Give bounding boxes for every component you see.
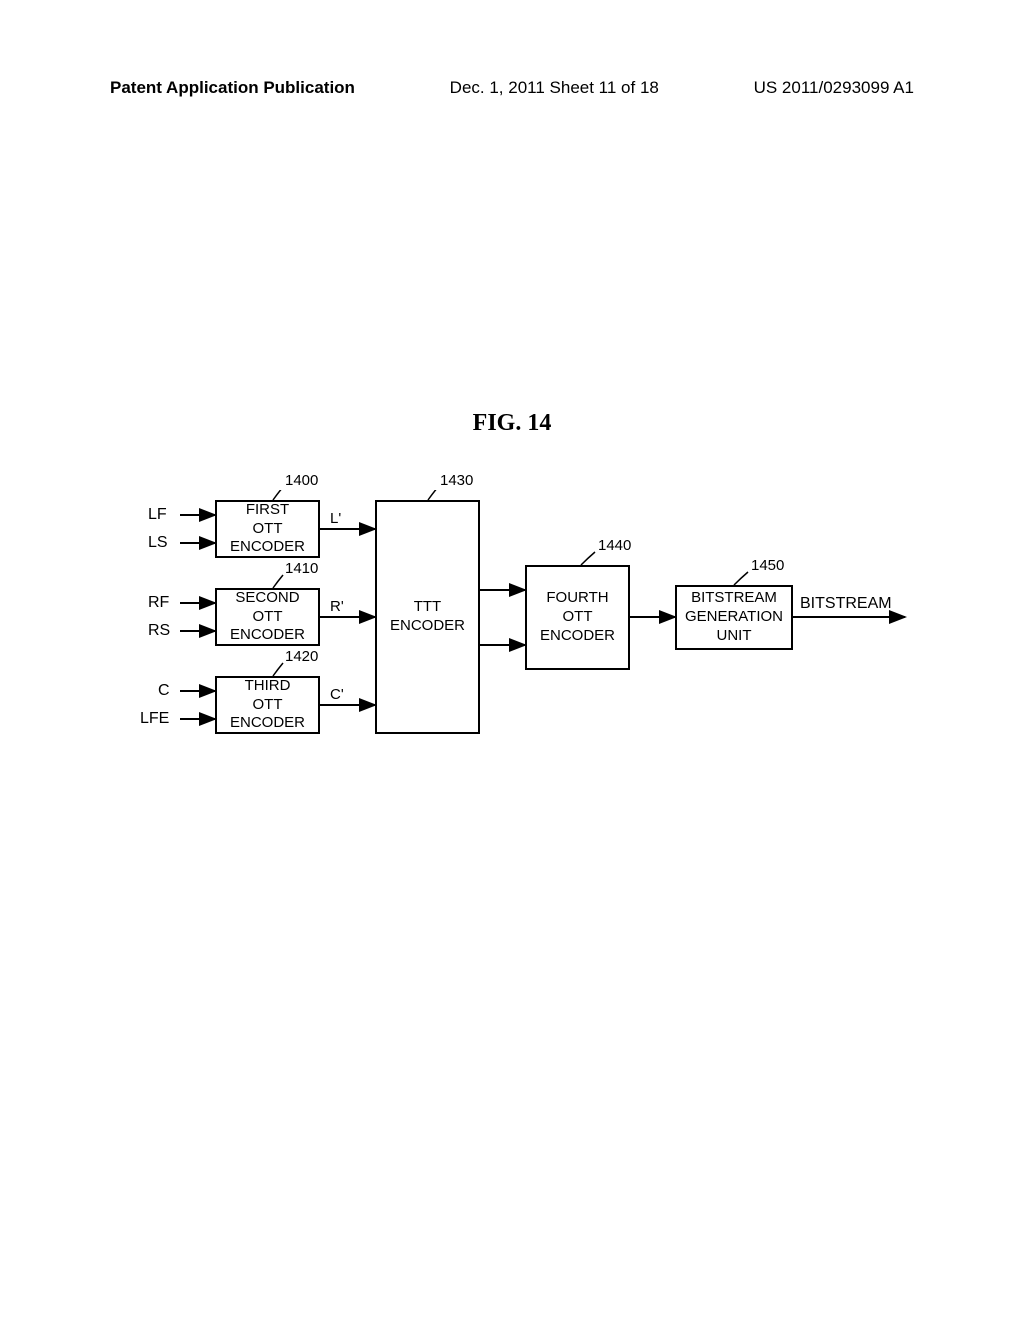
third-ott-label: THIRD OTT ENCODER (230, 677, 305, 733)
bitstream-generation-block: BITSTREAM GENERATION UNIT (675, 585, 793, 650)
ttt-encoder-block: TTT ENCODER (375, 500, 480, 734)
ref-1420: 1420 (285, 648, 318, 665)
fourth-ott-label: FOURTH OTT ENCODER (540, 589, 615, 645)
third-ott-encoder-block: THIRD OTT ENCODER (215, 676, 320, 734)
block-diagram: LF LS RF RS C LFE L' R' C' FIRST OTT ENC… (130, 490, 910, 770)
input-lf: LF (148, 506, 167, 524)
header-right: US 2011/0293099 A1 (754, 78, 914, 98)
output-c-prime: C' (330, 686, 344, 703)
input-lfe: LFE (140, 710, 169, 728)
first-ott-encoder-block: FIRST OTT ENCODER (215, 500, 320, 558)
second-ott-label: SECOND OTT ENCODER (230, 589, 305, 645)
output-bitstream: BITSTREAM (800, 595, 892, 613)
ref-1400: 1400 (285, 472, 318, 489)
page-header: Patent Application Publication Dec. 1, 2… (0, 78, 1024, 98)
ref-1410: 1410 (285, 560, 318, 577)
header-left: Patent Application Publication (110, 78, 355, 98)
second-ott-encoder-block: SECOND OTT ENCODER (215, 588, 320, 646)
ttt-label: TTT ENCODER (390, 598, 465, 636)
fourth-ott-encoder-block: FOURTH OTT ENCODER (525, 565, 630, 670)
output-l-prime: L' (330, 510, 341, 527)
first-ott-label: FIRST OTT ENCODER (230, 501, 305, 557)
ref-1440: 1440 (598, 537, 631, 554)
input-ls: LS (148, 534, 168, 552)
input-rs: RS (148, 622, 170, 640)
input-rf: RF (148, 594, 169, 612)
input-c: C (158, 682, 170, 700)
output-r-prime: R' (330, 598, 344, 615)
ref-1450: 1450 (751, 557, 784, 574)
ref-1430: 1430 (440, 472, 473, 489)
bitstream-gen-label: BITSTREAM GENERATION UNIT (685, 589, 783, 645)
figure-title: FIG. 14 (473, 410, 552, 437)
header-center: Dec. 1, 2011 Sheet 11 of 18 (450, 78, 659, 98)
